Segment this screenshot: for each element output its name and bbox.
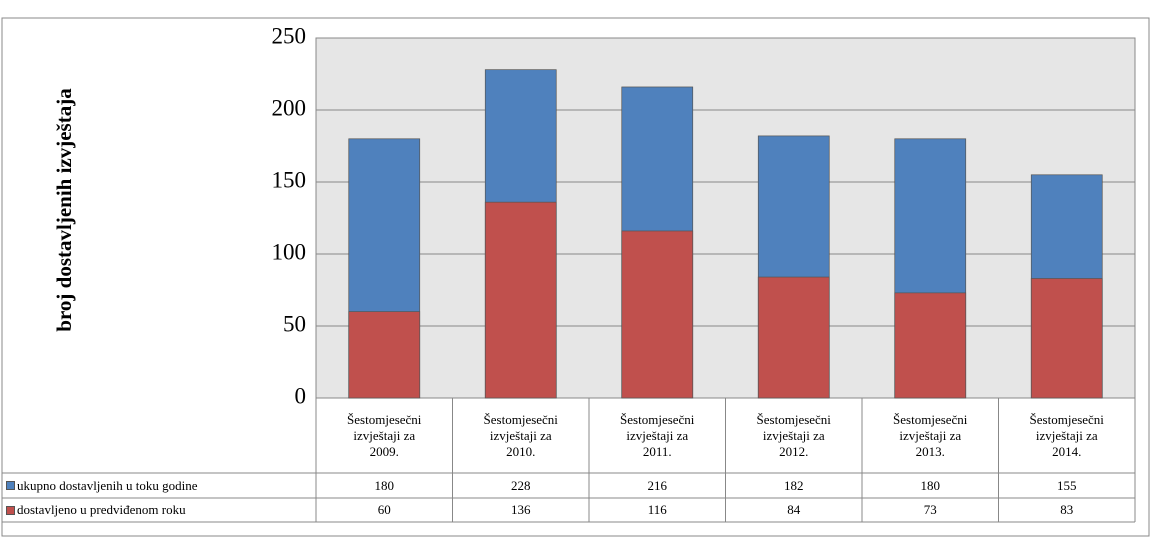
category-label: Šestomjesečni izvještaji za 2011. (620, 411, 695, 459)
category-label: Šestomjesečni izvještaji za 2010. (483, 411, 558, 459)
table-value: 116 (647, 502, 667, 517)
legend-label: dostavljeno u predviđenom roku (17, 502, 186, 517)
table-value: 83 (1060, 502, 1074, 517)
y-tick-label: 50 (283, 311, 306, 336)
table-value: 180 (374, 477, 395, 493)
category-label: Šestomjesečni izvještaji za 2014. (1029, 411, 1104, 459)
y-tick-label: 250 (272, 23, 307, 48)
legend-label: ukupno dostavljenih u toku godine (17, 477, 198, 493)
legend-swatch (6, 481, 15, 490)
legend-entry: ukupno dostavljenih u toku godine (2, 473, 316, 498)
category-label: Šestomjesečni izvještaji za 2009. (347, 411, 422, 459)
table-value: 84 (787, 502, 801, 517)
bar (894, 292, 967, 399)
y-tick-label: 150 (272, 167, 307, 192)
table-value: 136 (511, 502, 531, 517)
bar (621, 230, 694, 399)
table-value: 60 (377, 502, 391, 517)
category-label: Šestomjesečni izvještaji za 2012. (756, 411, 831, 459)
bar (1030, 278, 1103, 399)
y-tick-label: 100 (272, 239, 307, 264)
bar (757, 276, 830, 399)
legend-swatch (6, 505, 15, 515)
category-label: Šestomjesečni izvještaji za 2013. (893, 411, 968, 459)
y-axis-label: broj dostavljenih izvještaja (52, 88, 76, 332)
table-value: 180 (920, 477, 941, 493)
plot-area (315, 37, 1136, 399)
table-value: 216 (647, 477, 668, 493)
legend-entry: dostavljeno u predviđenom roku (2, 498, 316, 522)
table-value: 73 (923, 502, 937, 517)
y-tick-label: 0 (295, 383, 307, 408)
table-value: 155 (1057, 477, 1077, 493)
bar (484, 201, 557, 399)
bar (348, 311, 421, 399)
y-tick-label: 200 (272, 95, 307, 120)
table-value: 228 (511, 477, 531, 493)
table-value: 182 (784, 477, 804, 493)
